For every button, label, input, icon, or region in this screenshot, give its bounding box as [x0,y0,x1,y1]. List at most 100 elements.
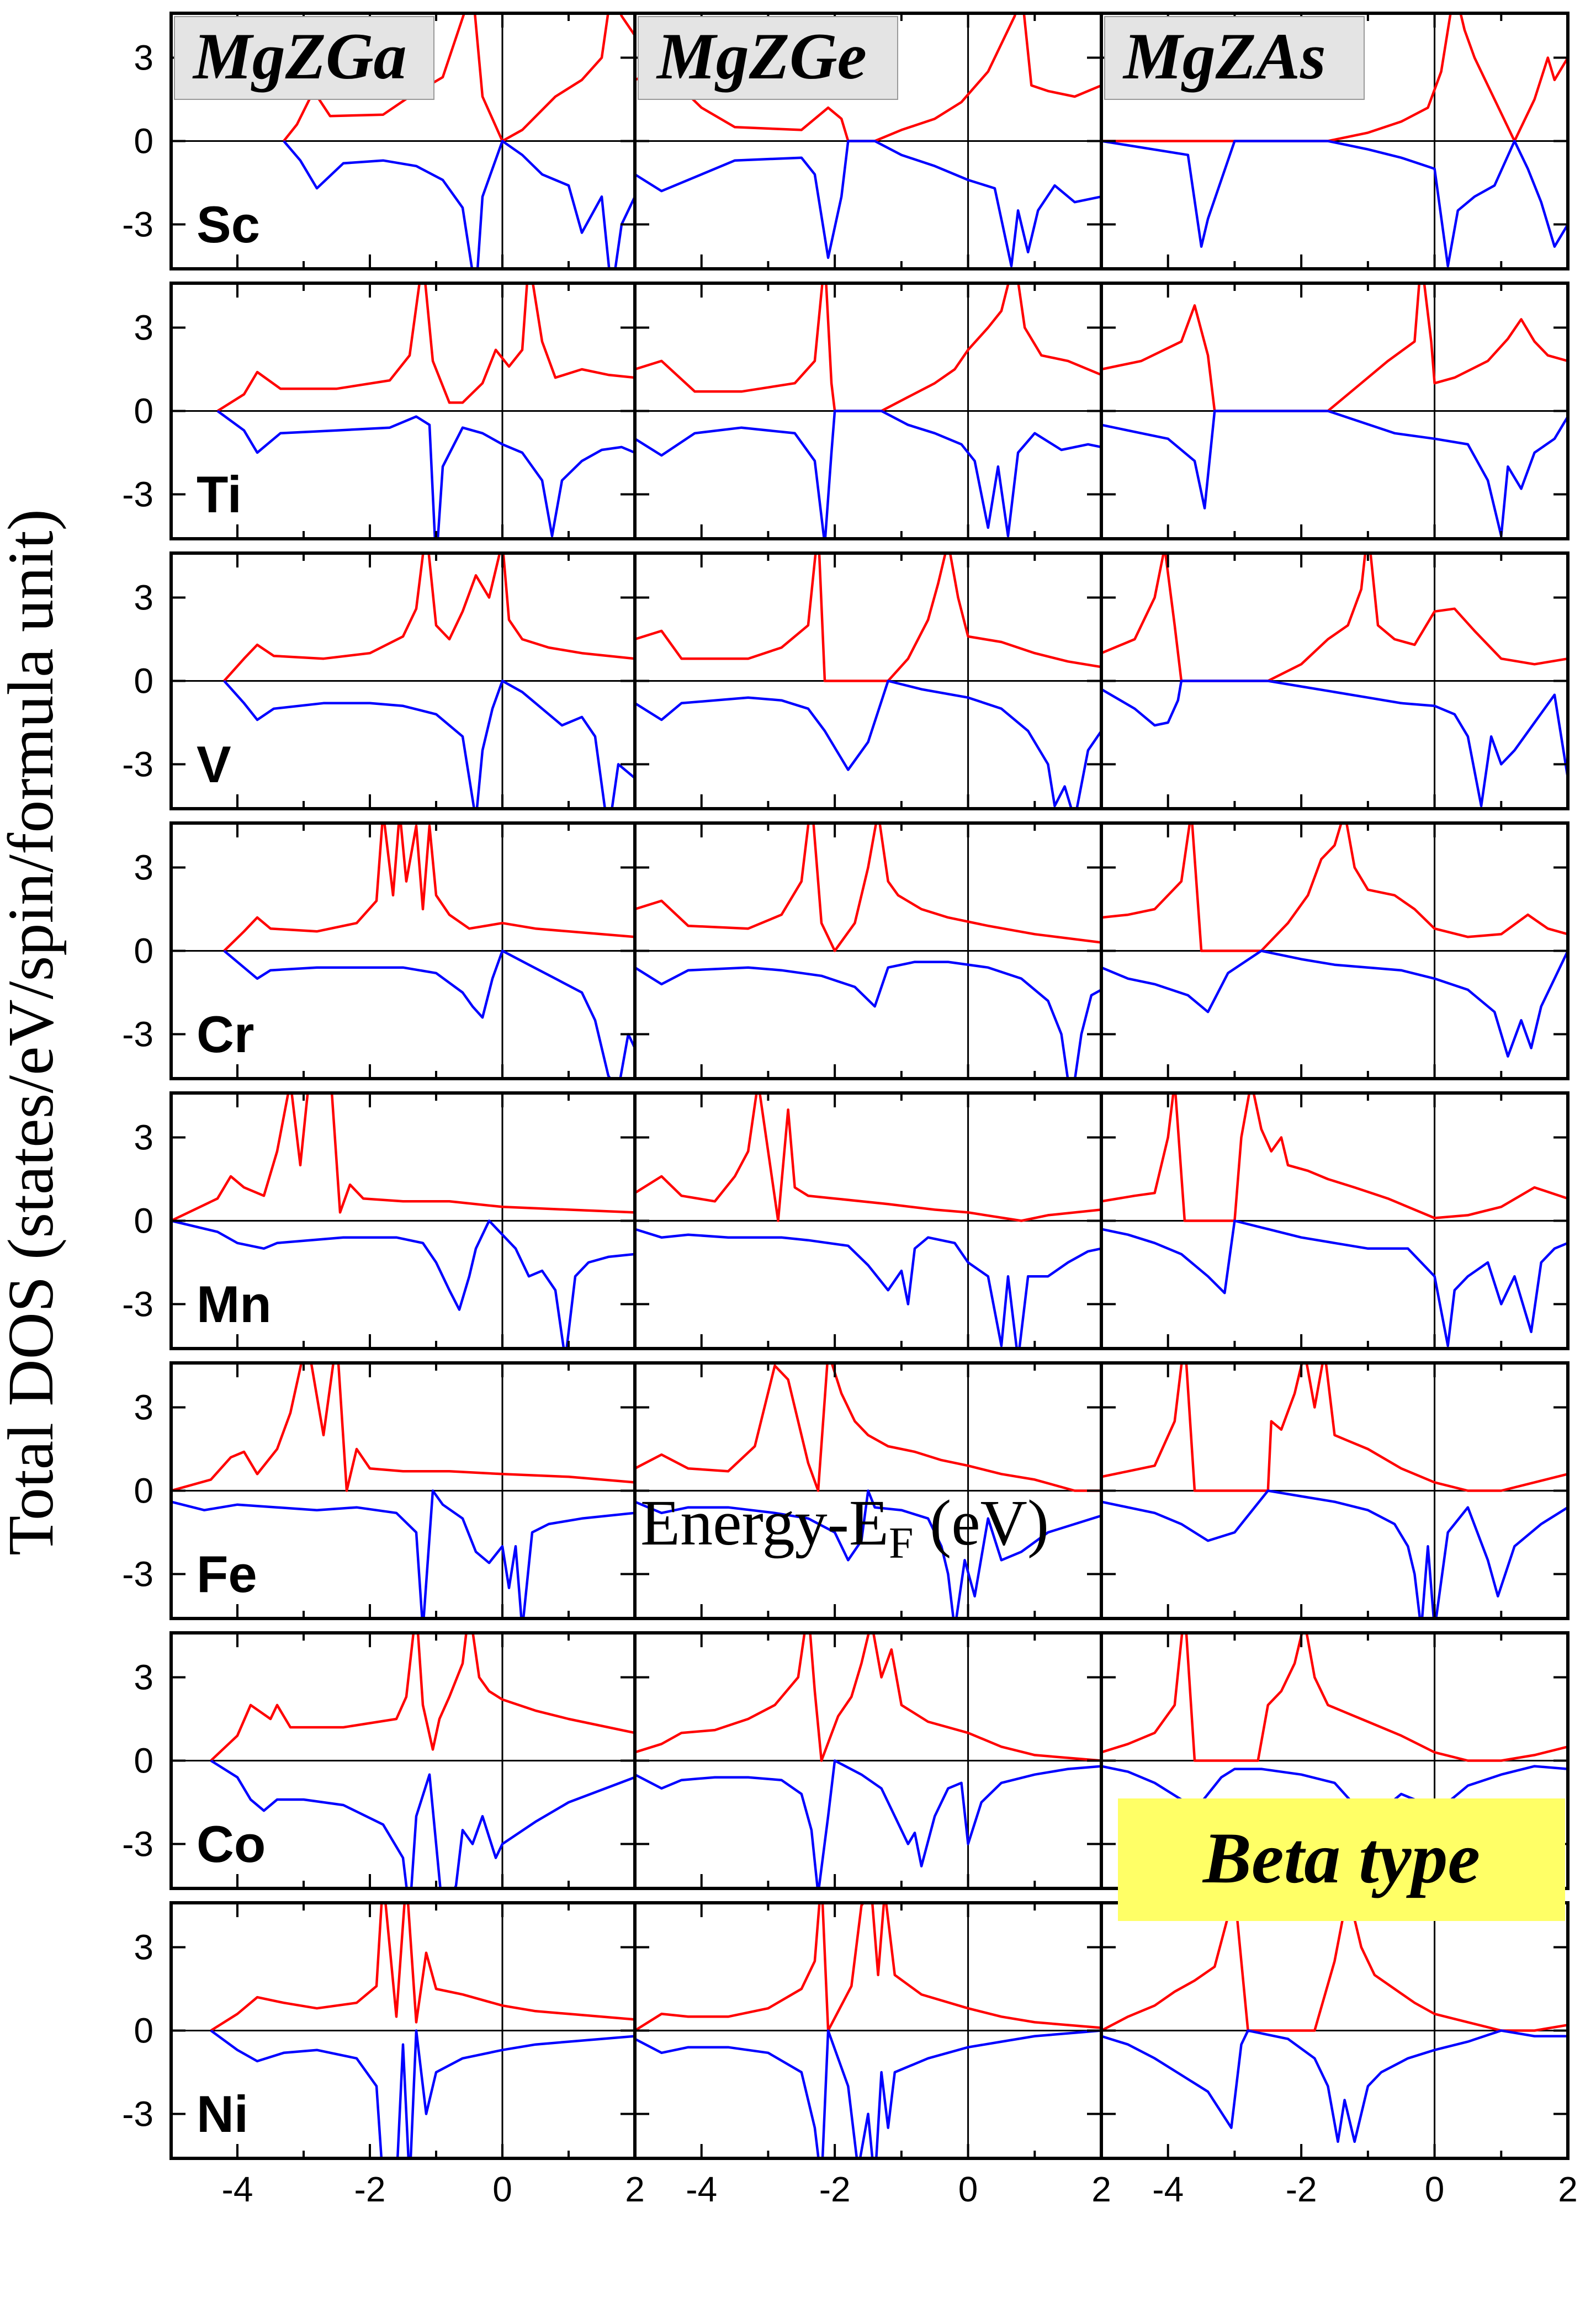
spin-up-line [1101,823,1568,952]
beta-type-annotation: Beta type [1118,1798,1565,1921]
spin-down-line [1101,140,1568,268]
series-group [210,1633,635,1888]
x-tick-label: 0 [492,2169,512,2209]
series-group [171,1363,635,1618]
y-tick-label: 3 [134,1658,153,1697]
spin-down-line [171,1489,635,1618]
panel-mgzge-ti [633,282,1103,540]
panel-row-v: V [169,551,1570,810]
spin-down-line [1101,410,1568,538]
x-tick-label: 0 [958,2169,978,2209]
panel-frame [1100,12,1570,270]
spin-down-line [216,410,635,539]
spin-down-line [171,1219,635,1349]
spin-down-line [635,2029,1101,2158]
series-group [635,13,1101,268]
panel-row-mn: Mn [169,1091,1570,1350]
axis-labels: 3 0 -3 3 0 -3 3 0 -3 3 0 -3 3 0 -3 3 0 -3 3 0 -3 3 0 -3 -4 -2 0 2 -4… [122,38,1578,2209]
spin-up-line [210,1633,635,1762]
y-tick-label: 0 [134,661,153,701]
y-axis-title: Total DOS (states/eV/spin/formula unit) [0,509,67,1556]
panel-mgzga-ni: Ni [169,1901,637,2160]
panel-grid: MgZGa Sc MgZGe MgZAs Ti V Cr Mn Fe Co Ni [169,12,1570,2160]
y-tick-label: 0 [134,2011,153,2051]
panel-mgzas-v [1100,551,1570,810]
column-title-text: MgZAs [1122,19,1326,93]
spin-down-line [635,410,1101,539]
spin-down-line [210,1759,635,1888]
column-title-text: MgZGe [656,19,867,93]
y-tick-label: 3 [134,1928,153,1967]
y-tick-label: 3 [134,848,153,888]
spin-down-line [635,1489,1101,1618]
x-tick-label: 2 [625,2169,645,2209]
spin-up-line [635,823,1101,952]
row-label-mn: Mn [197,1275,272,1333]
panel-mgzga-mn: Mn [169,1091,637,1350]
spin-up-line [171,1093,635,1222]
panel-mgzas-sc: MgZAs [1100,12,1570,270]
spin-down-line [210,2029,635,2158]
x-tick-label: -2 [819,2169,851,2209]
y-tick-label: 3 [134,1118,153,1158]
x-tick-label: 2 [1558,2169,1578,2209]
series-group [635,1363,1101,1618]
series-group [635,283,1101,539]
panel-row-ni: Ni [169,1901,1570,2160]
y-tick-label: -3 [122,1554,153,1594]
series-group [283,13,635,269]
spin-down-line [1101,949,1568,1058]
spin-up-line [635,1093,1101,1222]
spin-up-line [283,13,635,142]
x-tick-label: 2 [1091,2169,1111,2209]
column-title-text: MgZGa [192,19,407,93]
panel-row-sc: MgZGa Sc MgZGe MgZAs [169,12,1570,270]
beta-type-box [1118,1798,1565,1921]
panel-mgzge-ni [633,1901,1103,2160]
spin-up-line [1101,1633,1568,1762]
spin-up-line [635,553,1101,682]
spin-down-line [1101,1219,1568,1347]
panel-frame [1100,551,1570,810]
column-title-mgzga: MgZGa [174,16,434,100]
series-group [223,823,635,1079]
y-tick-label: 0 [134,1201,153,1241]
row-label-ti: Ti [197,465,242,523]
row-label-co: Co [197,1815,266,1873]
x-axis-title-main: Energy-E [640,1487,889,1559]
spin-up-line [1101,1903,1568,2032]
y-tick-label: 3 [134,1388,153,1428]
row-label-fe: Fe [197,1545,257,1603]
series-group [635,823,1101,1079]
series-group [635,1903,1101,2158]
panel-mgzga-sc: MgZGa Sc [169,12,637,270]
panel-row-co: Co [169,1631,1570,1890]
column-title-mgzas: MgZAs [1104,16,1365,100]
spin-up-line [1101,553,1568,682]
spin-down-line [635,1228,1101,1349]
panel-mgzge-mn [633,1091,1103,1350]
panel-mgzas-ni [1100,1901,1570,2160]
spin-up-line [223,823,635,952]
series-group [210,1903,635,2158]
spin-up-line [635,13,1101,142]
panel-mgzas-ti [1100,282,1570,540]
spin-up-line [635,1363,1101,1492]
panel-frame [1100,1361,1570,1620]
panel-frame [1100,1091,1570,1350]
panel-mgzga-v: V [169,551,637,810]
beta-type-label: Beta type [1202,1817,1480,1898]
panel-row-ti: Ti [169,282,1570,540]
panel-mgzge-cr [633,821,1103,1080]
row-label-ni: Ni [197,2085,248,2143]
x-axis-title-subscript: F [889,1519,914,1568]
y-tick-label: -3 [122,1284,153,1324]
y-tick-label: -3 [122,1824,153,1864]
spin-down-line [635,1759,1101,1888]
y-tick-label: -3 [122,2094,153,2134]
panel-mgzas-fe [1100,1361,1570,1620]
spin-up-line [210,1903,635,2032]
series-group [171,1093,635,1349]
spin-up-line [223,553,635,682]
panel-frame [1100,282,1570,540]
